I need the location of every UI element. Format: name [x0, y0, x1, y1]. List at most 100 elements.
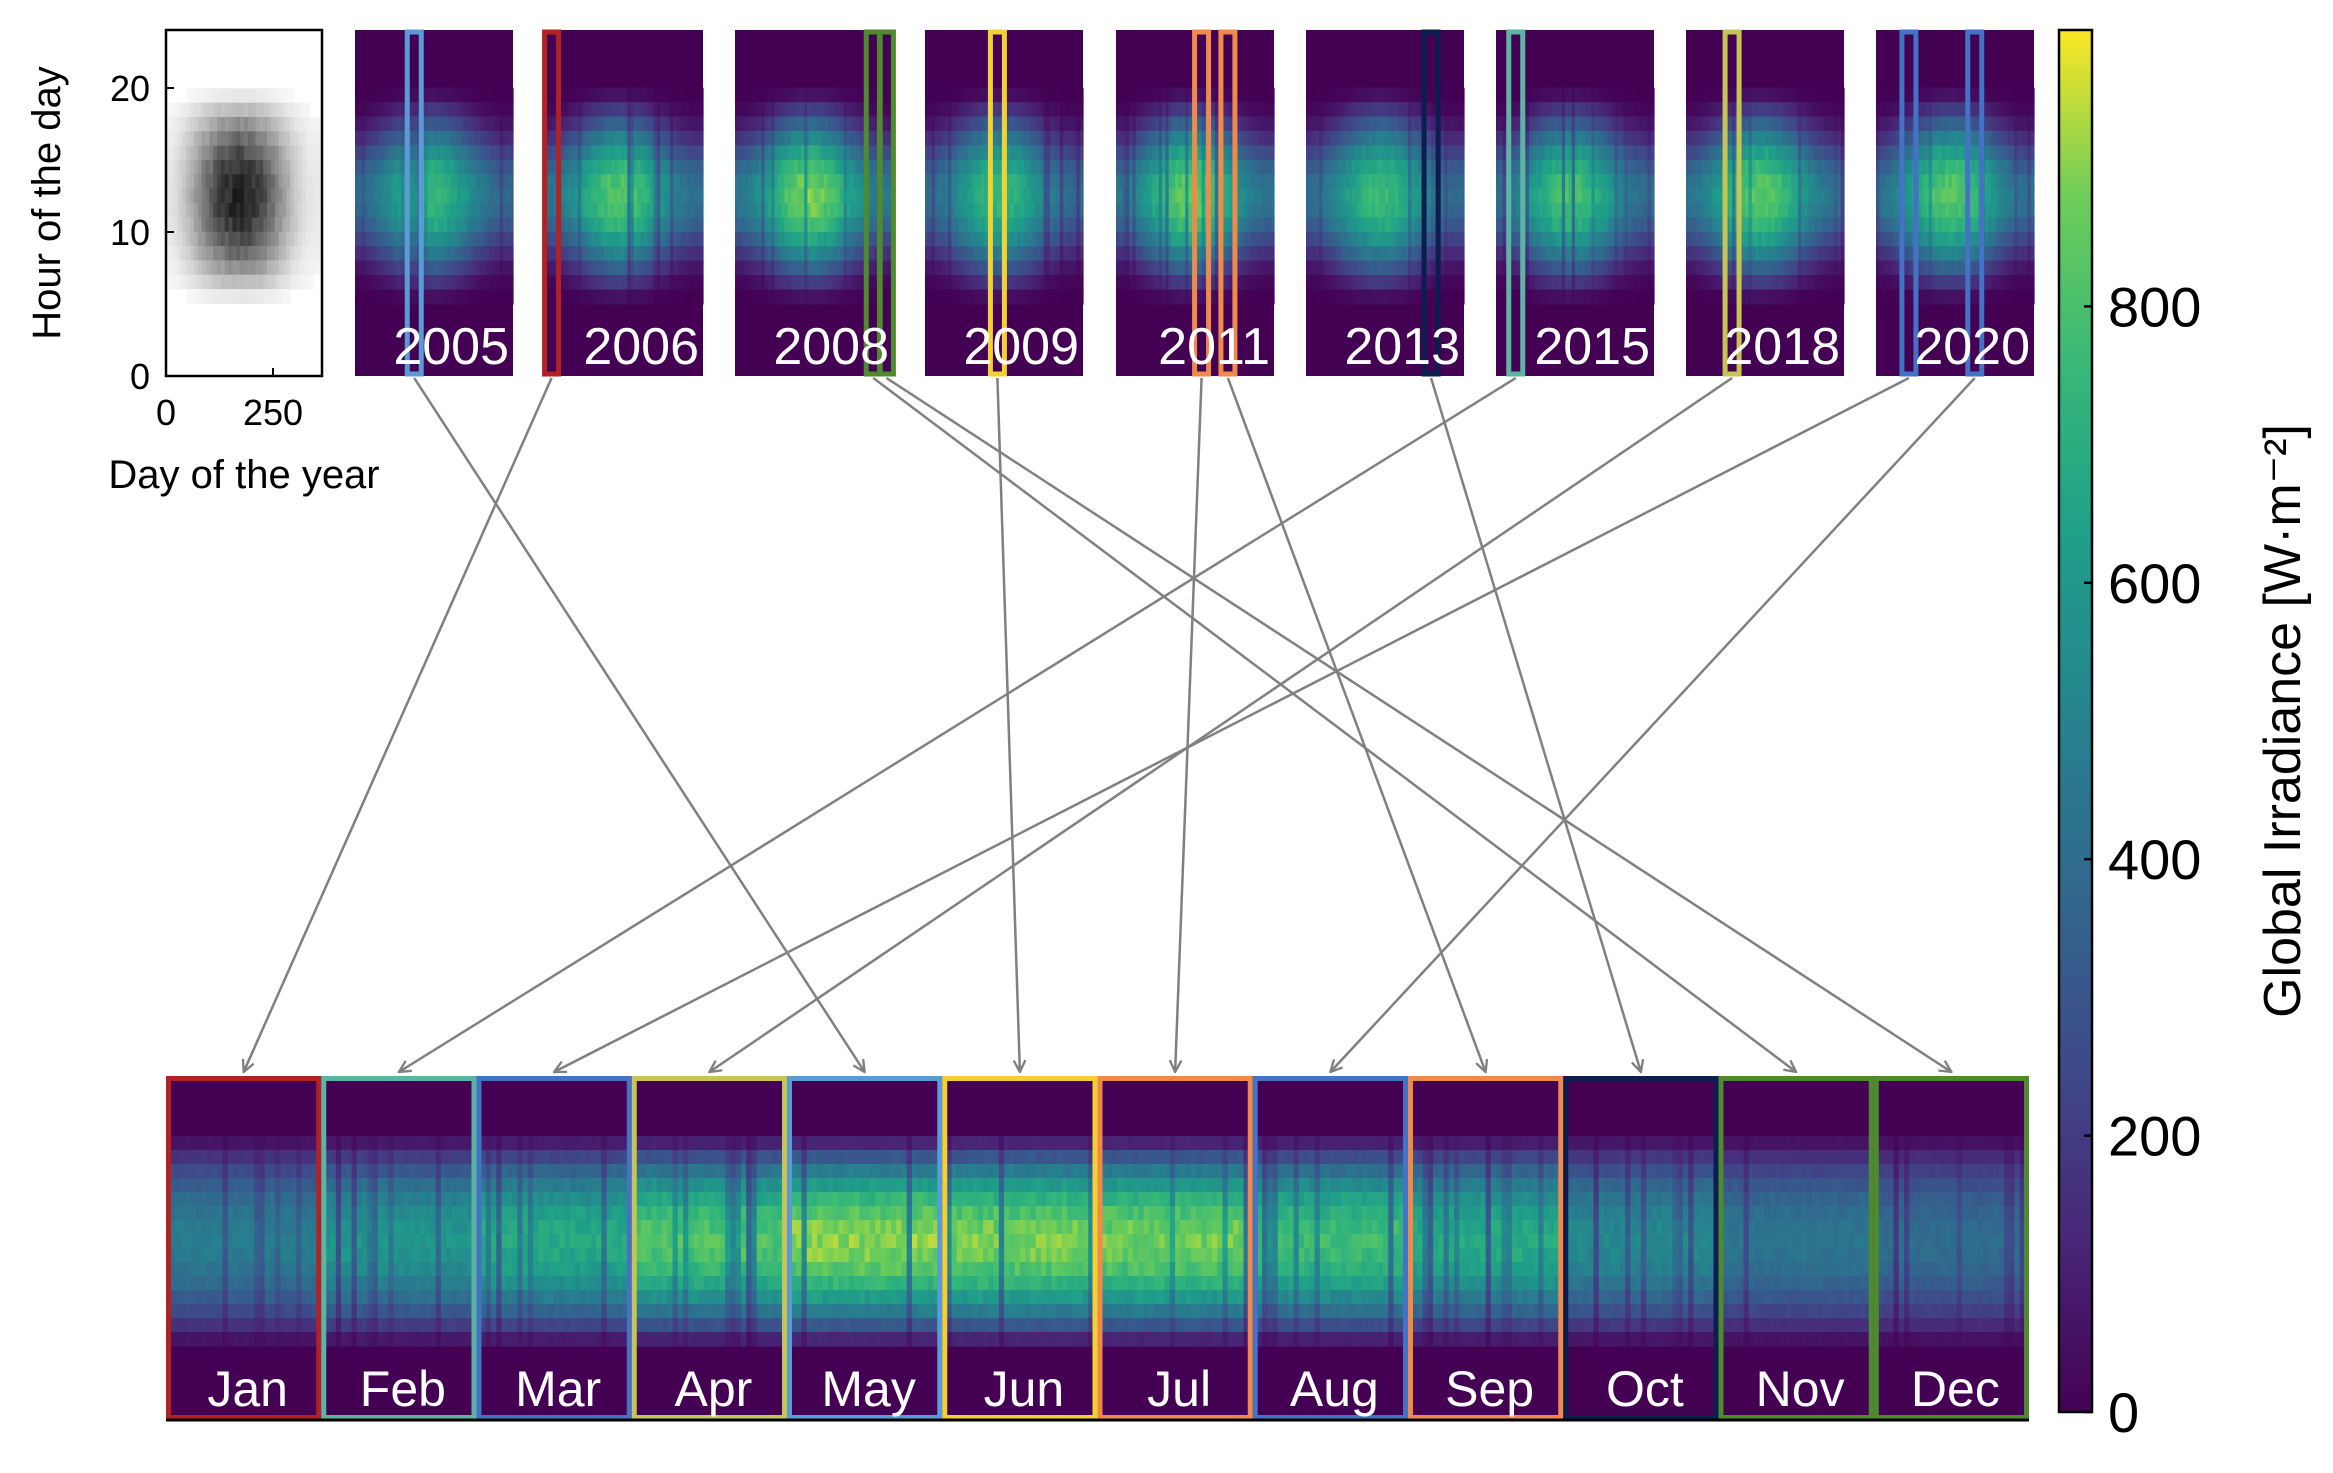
year-cell [683, 289, 688, 305]
year-cell [977, 275, 982, 291]
year-cell [951, 188, 956, 204]
year-cell [1152, 130, 1157, 146]
overview-cell [270, 260, 276, 276]
overview-cell [317, 188, 322, 204]
year-cell [1152, 275, 1157, 291]
year-cell [764, 145, 769, 161]
year-cell [764, 260, 769, 276]
overview-cell [209, 117, 214, 132]
year-cell [1023, 174, 1028, 190]
year-cell [925, 217, 929, 233]
year-cell [850, 102, 855, 118]
year-cell [561, 217, 566, 233]
year-cell [843, 102, 848, 118]
year-cell [886, 231, 891, 247]
year-cell [480, 246, 484, 262]
year-cell [931, 275, 936, 291]
overview-cell [309, 174, 314, 190]
year-cell [1198, 87, 1203, 103]
year-cell [823, 188, 828, 204]
year-cell [1073, 116, 1078, 132]
year-cell [1352, 145, 1356, 161]
year-cell [361, 87, 366, 103]
year-cell [1358, 174, 1363, 190]
overview-cell [297, 145, 303, 161]
year-cell [814, 275, 818, 291]
year-cell [1325, 159, 1330, 175]
year-cell [1332, 87, 1337, 103]
year-cell [1306, 145, 1310, 161]
year-cell [1348, 217, 1353, 233]
year-cell [1385, 231, 1389, 247]
year-cell [1142, 174, 1147, 190]
year-cell [961, 231, 966, 247]
year-cell [489, 116, 494, 132]
year-cell [630, 116, 635, 132]
year-cell [840, 130, 845, 146]
year-cell [837, 116, 841, 132]
year-cell [804, 174, 809, 190]
year-cell [787, 188, 792, 204]
year-cell [1322, 130, 1327, 146]
year-cell [361, 102, 366, 118]
year-cell [614, 217, 619, 233]
year-cell [1329, 203, 1333, 219]
overview-cell [182, 274, 187, 290]
year-cell [486, 174, 491, 190]
year-cell [686, 130, 691, 146]
year-cell [355, 275, 359, 291]
year-cell [751, 116, 756, 132]
year-cell [1076, 174, 1081, 190]
year-cell [1122, 145, 1127, 161]
overview-cell [213, 160, 218, 175]
year-cell [660, 145, 665, 161]
year-cell [1013, 260, 1018, 276]
year-cell [466, 174, 471, 190]
year-cell [470, 217, 475, 233]
year-cell [837, 130, 841, 146]
year-cell [1361, 260, 1366, 276]
year-cell [574, 289, 579, 305]
year-cell [817, 275, 822, 291]
year-cell [1401, 130, 1406, 146]
year-cell [1152, 188, 1157, 204]
overview-cell [232, 203, 237, 218]
year-cell [414, 289, 419, 305]
overview-cell [190, 289, 195, 304]
year-cell [941, 116, 946, 132]
year-cell [1198, 260, 1203, 276]
year-cell [594, 289, 599, 305]
year-cell [430, 174, 435, 190]
year-cell [1306, 217, 1310, 233]
year-cell [931, 188, 936, 204]
year-cell [846, 275, 851, 291]
year-cell [1158, 246, 1163, 262]
year-cell [794, 289, 799, 305]
year-cell [741, 231, 746, 247]
year-cell [577, 289, 582, 305]
year-cell [1319, 203, 1324, 219]
year-cell [1073, 130, 1078, 146]
year-cell [660, 116, 665, 132]
overview-cell [220, 203, 226, 218]
year-cell [1116, 246, 1120, 262]
year-cell [686, 102, 691, 118]
year-cell [994, 102, 999, 118]
year-cell [683, 102, 688, 118]
year-cell [771, 260, 776, 276]
year-cell [1404, 159, 1409, 175]
year-cell [607, 289, 612, 305]
year-cell [610, 145, 615, 161]
year-cell [371, 102, 376, 118]
year-cell [1053, 246, 1058, 262]
year-cell [840, 159, 845, 175]
year-cell [883, 246, 888, 262]
year-cell [686, 116, 691, 132]
overview-cell [209, 203, 214, 218]
year-cell [378, 246, 382, 262]
year-cell [948, 145, 952, 161]
year-cell [1335, 159, 1340, 175]
year-cell [1116, 145, 1120, 161]
year-cell [1165, 102, 1170, 118]
year-cell [1329, 260, 1333, 276]
